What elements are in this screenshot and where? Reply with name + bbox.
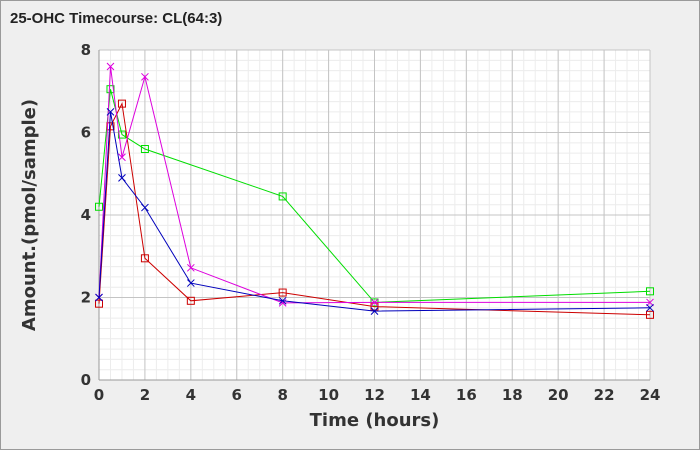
series-3 [95, 62, 654, 307]
x-tick-label: 0 [94, 386, 104, 404]
y-tick-label: 2 [81, 289, 91, 307]
data-point [646, 310, 654, 319]
data-point [646, 303, 654, 312]
x-tick-label: 4 [186, 386, 196, 404]
data-point [141, 203, 149, 212]
x-tick-label: 22 [594, 386, 615, 404]
y-tick-label: 0 [81, 371, 91, 389]
data-point [278, 192, 287, 201]
x-tick-label: 6 [232, 386, 242, 404]
series-line [98, 111, 651, 312]
data-point [370, 298, 379, 307]
data-point [278, 288, 287, 297]
data-point [117, 99, 126, 108]
y-axis-label: Amount.(pmol/sample) [19, 99, 40, 331]
x-tick-label: 2 [140, 386, 150, 404]
x-tick-label: 14 [410, 386, 431, 404]
data-point [646, 287, 654, 296]
data-point [278, 296, 287, 305]
series-4 [95, 108, 654, 315]
data-point [141, 72, 149, 81]
y-tick-label: 4 [81, 206, 91, 224]
data-point [106, 122, 115, 131]
data-point [95, 202, 103, 211]
x-tick-label: 16 [456, 386, 477, 404]
data-point [95, 299, 103, 308]
x-tick-label: 20 [548, 386, 569, 404]
x-tick-label: 18 [502, 386, 523, 404]
x-tick-label: 12 [364, 386, 385, 404]
data-point [117, 130, 126, 139]
data-point [118, 174, 126, 182]
data-point [106, 85, 115, 94]
x-axis-label: Time (hours) [310, 410, 440, 431]
data-point [186, 279, 195, 287]
data-point [186, 296, 195, 305]
y-tick-label: 8 [81, 41, 91, 59]
data-point [370, 307, 379, 315]
y-tick-label: 6 [81, 124, 91, 142]
data-point [118, 153, 126, 162]
x-tick-label: 10 [318, 386, 339, 404]
data-point [140, 254, 149, 263]
series-line [98, 66, 650, 304]
data-point [106, 62, 115, 71]
data-point [186, 263, 195, 272]
x-tick-label: 24 [640, 386, 661, 404]
major-grid [98, 49, 651, 381]
series-layer [95, 62, 654, 319]
data-point [95, 293, 103, 302]
x-tick-label: 8 [277, 386, 287, 404]
chart-title: 25-OHC Timecourse: CL(64:3) [10, 10, 223, 27]
data-point [106, 108, 115, 116]
data-point [140, 145, 149, 153]
